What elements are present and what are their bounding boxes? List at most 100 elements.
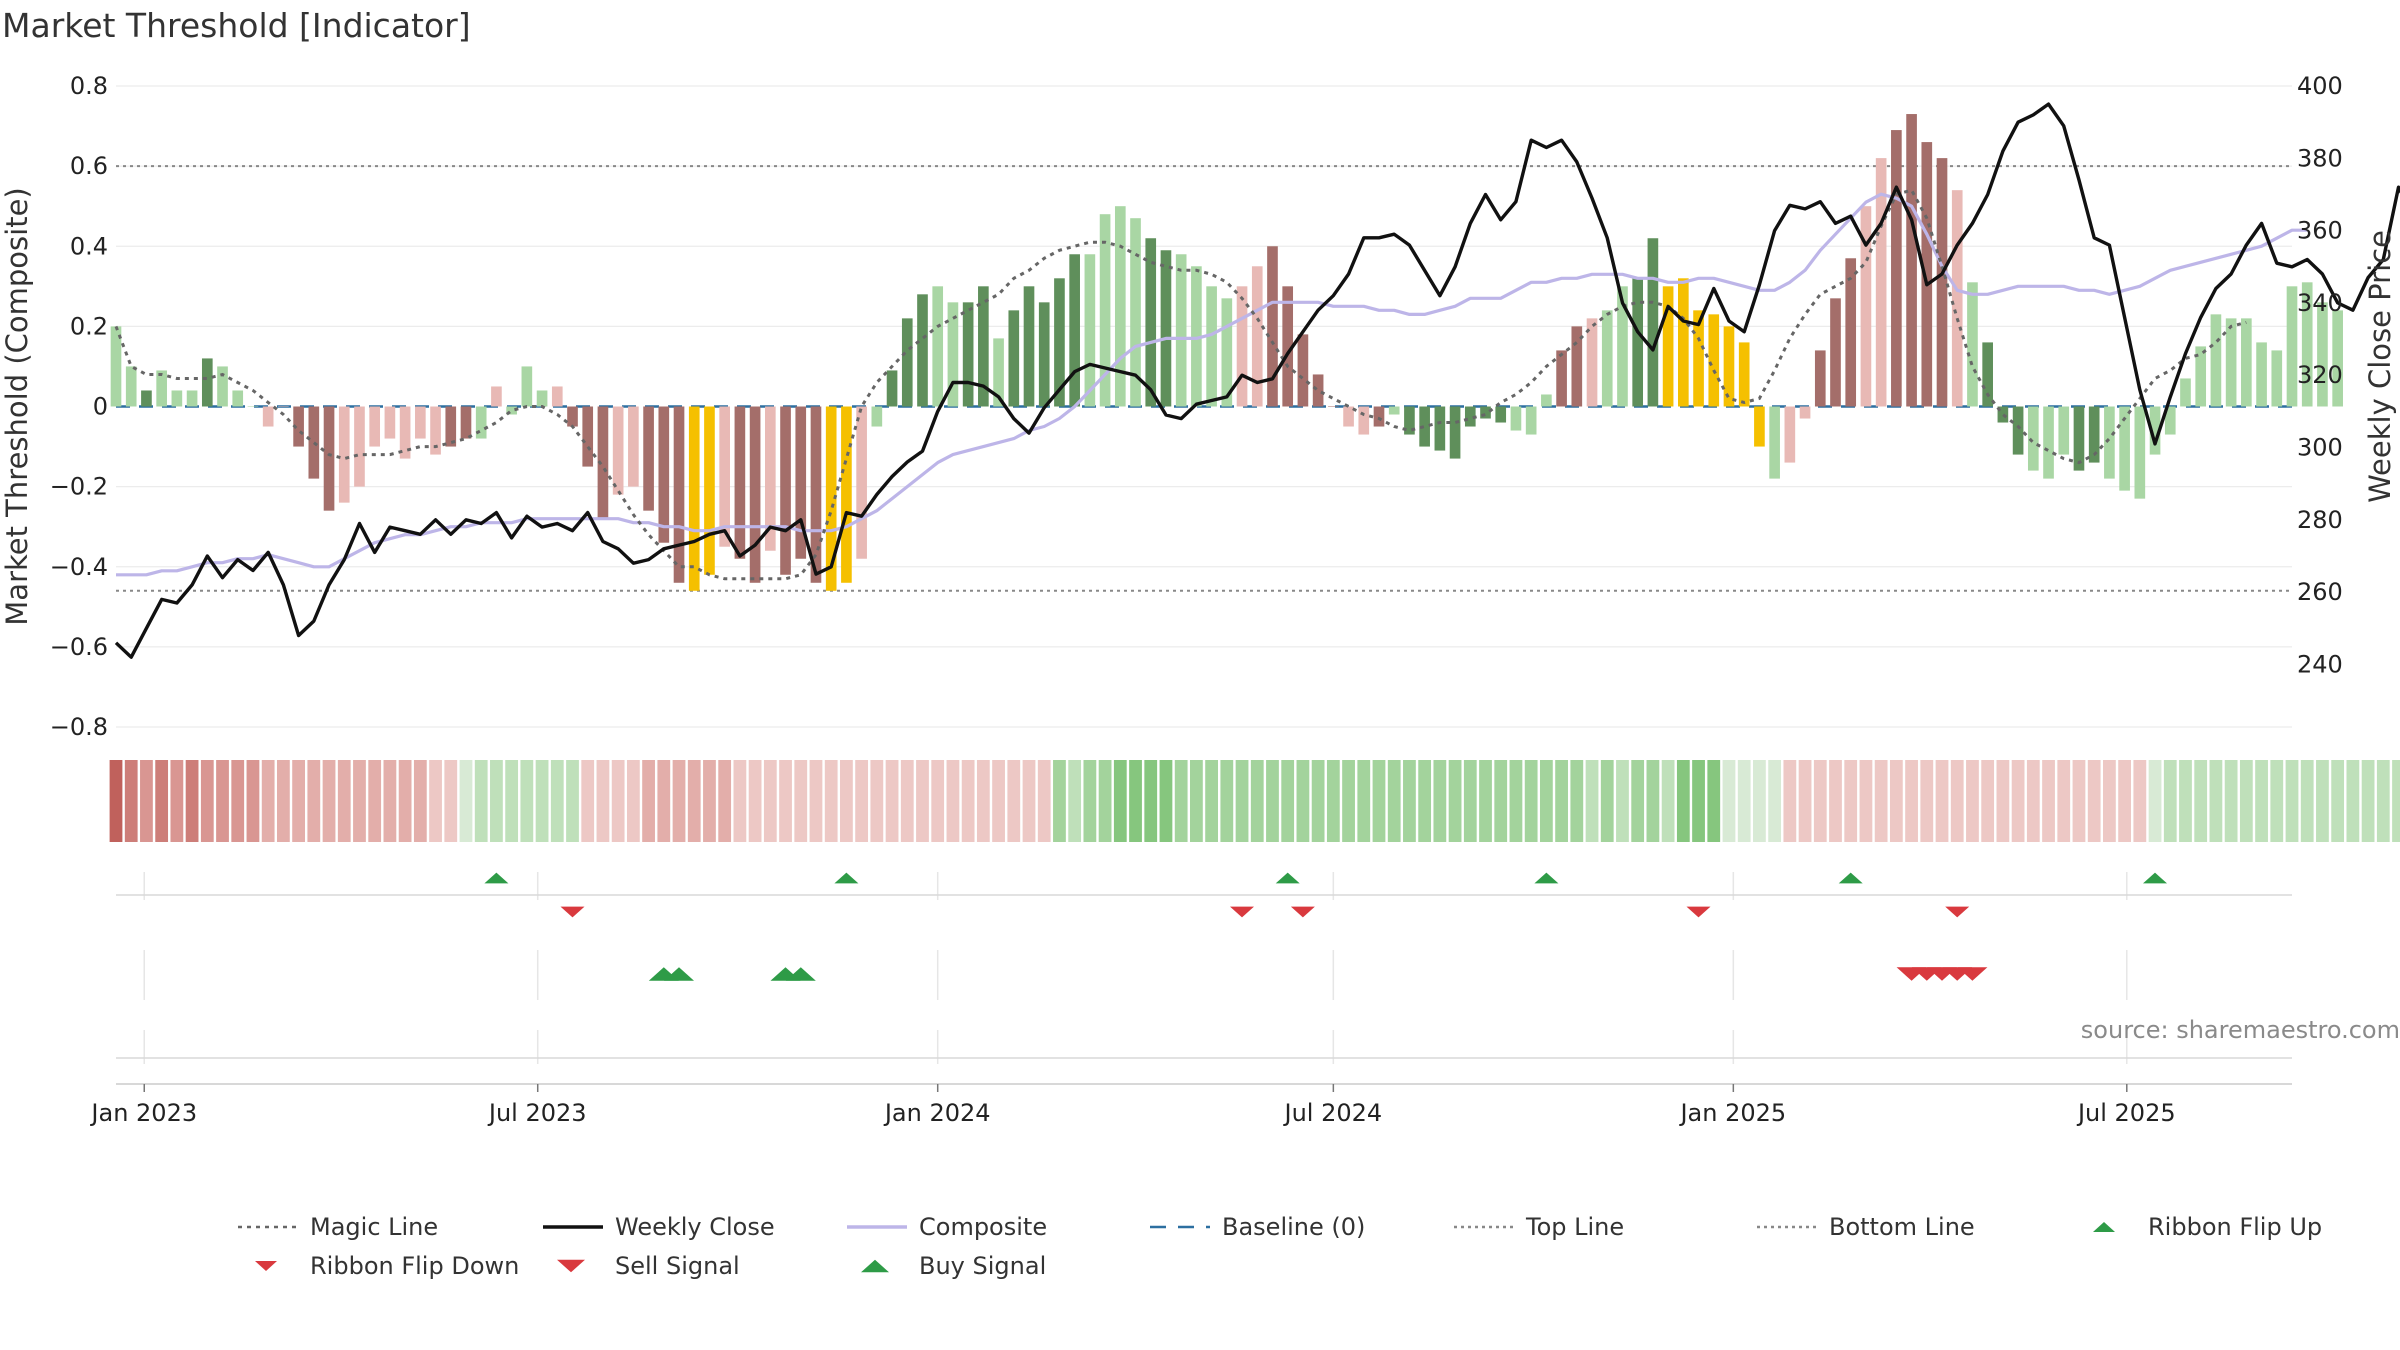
legend-label: Weekly Close	[615, 1213, 775, 1241]
ribbon-cell	[2103, 760, 2116, 842]
composite-bar	[886, 370, 898, 407]
ribbon-cell	[246, 760, 260, 842]
ribbon-cell	[1905, 760, 1918, 842]
ribbon-cell	[672, 760, 686, 842]
composite-bar	[1541, 394, 1552, 407]
ribbon-cell	[1037, 760, 1051, 842]
composite-bar	[1723, 326, 1735, 407]
composite-bar	[749, 406, 761, 583]
composite-bar	[1510, 406, 1522, 431]
ribbon-cell	[687, 760, 701, 842]
y-right-axis-title: Weekly Close Price	[2363, 230, 2397, 503]
ribbon-cell	[1281, 760, 1295, 842]
ribbon-cell	[1463, 760, 1477, 842]
y-right-tick-label: 240	[2297, 650, 2343, 678]
composite-bar	[582, 406, 594, 467]
ribbon-cell	[1235, 760, 1249, 842]
y-right-tick-label: 300	[2297, 434, 2343, 462]
composite-bar	[2119, 406, 2130, 491]
composite-bar	[978, 286, 989, 407]
ribbon-cell	[1342, 760, 1355, 842]
ribbon-cell	[1387, 760, 1401, 842]
ribbon-cell	[1631, 760, 1645, 842]
ribbon-cell	[1144, 760, 1158, 842]
ribbon-flip-up-marker	[1838, 872, 1863, 884]
composite-bar	[399, 406, 411, 459]
ribbon-cell	[2042, 760, 2055, 842]
ribbon-cell	[459, 760, 473, 842]
composite-bar	[1175, 254, 1187, 407]
ribbon-cell	[1829, 760, 1842, 842]
source-credit: source: sharemaestro.com	[2080, 1016, 2400, 1044]
composite-bar	[1754, 406, 1765, 447]
composite-bar	[2225, 318, 2237, 407]
composite-bar	[1464, 406, 1476, 427]
composite-bar	[825, 406, 837, 591]
legend-label: Baseline (0)	[1222, 1213, 1365, 1241]
composite-bar	[734, 406, 746, 559]
ribbon-flip-up-marker	[834, 872, 859, 884]
ribbon-cell	[1737, 760, 1751, 842]
composite-bar	[1571, 326, 1583, 407]
ribbon-cell	[809, 760, 823, 842]
ribbon-cell	[2300, 760, 2314, 842]
ribbon-cell	[1920, 760, 1934, 842]
ribbon-cell	[748, 760, 762, 842]
ribbon-cell	[2392, 760, 2400, 842]
ribbon-flip-up-marker	[1534, 872, 1559, 884]
y-right-tick-label: 380	[2297, 144, 2343, 172]
ribbon-cell	[2285, 760, 2299, 842]
ribbon-cell	[1555, 760, 1568, 842]
composite-bar	[1601, 310, 1613, 407]
ribbon-cell	[2194, 760, 2208, 842]
ribbon-cell	[1874, 760, 1888, 842]
composite-bar	[460, 406, 472, 439]
ribbon-cell	[1250, 760, 1264, 842]
ribbon-flip-down-marker	[1230, 906, 1254, 918]
composite-bar	[475, 406, 487, 439]
composite-bar	[262, 406, 274, 427]
ribbon-cell	[535, 760, 549, 842]
ribbon-cell	[2331, 760, 2345, 842]
ribbon-cell	[124, 760, 138, 842]
composite-bar	[719, 406, 730, 547]
composite-bar	[1449, 406, 1461, 459]
composite-bar	[1023, 286, 1035, 407]
composite-bar	[278, 406, 289, 407]
ribbon-cell	[261, 760, 275, 842]
buy-signal-marker	[785, 967, 816, 981]
composite-bar	[2134, 406, 2146, 499]
composite-bar	[2256, 342, 2267, 407]
ribbon-cell	[2087, 760, 2101, 842]
composite-bar	[1480, 406, 1491, 419]
composite-bar	[1860, 206, 1872, 407]
composite-bar	[993, 338, 1004, 407]
ribbon-cell	[2179, 760, 2192, 842]
y-right-tick-label: 400	[2297, 72, 2343, 100]
ribbon-flip-down-marker	[1686, 906, 1711, 918]
composite-bar	[1967, 282, 1978, 407]
ribbon-flip-up-marker	[2143, 872, 2167, 884]
legend-label: Composite	[919, 1213, 1047, 1241]
legend-label: Top Line	[1525, 1213, 1624, 1241]
x-axis: Jan 2023 Jul 2023 Jan 2024 Jul 2024 Jan 2025…	[89, 1083, 2292, 1127]
composite-bar	[186, 390, 198, 407]
composite-bar	[1312, 374, 1324, 407]
ribbon-cell	[946, 760, 960, 842]
composite-bar	[1160, 250, 1172, 407]
composite-bar	[521, 366, 533, 407]
composite-bar	[1799, 406, 1811, 419]
composite-bar	[323, 406, 335, 511]
composite-bar	[841, 406, 852, 583]
y-left-tick-label: 0.6	[70, 152, 108, 180]
ribbon-cell	[1616, 760, 1629, 842]
composite-bar	[810, 406, 822, 583]
composite-bar	[1769, 406, 1780, 479]
composite-bar	[567, 406, 578, 427]
composite-bar	[1388, 406, 1400, 415]
composite-bar	[643, 406, 654, 511]
composite-bar	[141, 390, 152, 407]
ribbon-cell	[1266, 760, 1279, 842]
ribbon-cell	[1798, 760, 1812, 842]
